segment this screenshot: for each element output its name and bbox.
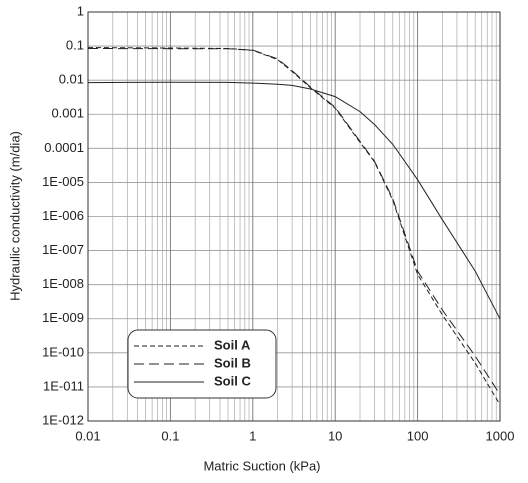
y-tick-label: 0.1 (66, 38, 84, 53)
y-tick-label: 0.001 (51, 106, 84, 121)
x-tick-label: 0.01 (75, 428, 100, 443)
y-axis-label: Hydraulic conductivity (m/dia) (7, 131, 22, 301)
y-tick-label: 1E-009 (42, 310, 84, 325)
y-tick-label: 1E-010 (42, 344, 84, 359)
y-tick-label: 1E-005 (42, 174, 84, 189)
legend: Soil A Soil B Soil C (127, 329, 277, 399)
x-tick-label: 1000 (486, 428, 515, 443)
legend-label: Soil A (214, 337, 251, 352)
y-tick-label: 1 (77, 3, 84, 18)
y-tick-label: 1E-008 (42, 276, 84, 291)
series-line (87, 48, 501, 395)
x-tick-label: 10 (328, 428, 342, 443)
x-tick-label: 0.1 (161, 428, 179, 443)
plot-frame (87, 11, 501, 422)
y-tick-label: 1E-006 (42, 208, 84, 223)
x-axis-label: Matric Suction (kPa) (203, 458, 320, 473)
series-line (87, 47, 501, 405)
series-line (87, 81, 501, 320)
legend-label: Soil C (214, 373, 251, 388)
y-tick-label: 1E-011 (43, 378, 84, 393)
y-tick-label: 1E-012 (42, 412, 84, 427)
y-tick-label: 0.0001 (44, 140, 84, 155)
x-tick-label: 1 (249, 428, 256, 443)
y-tick-label: 0.01 (59, 72, 84, 87)
legend-label: Soil B (214, 355, 251, 370)
y-tick-label: 1E-007 (42, 242, 84, 257)
x-tick-label: 100 (407, 428, 429, 443)
